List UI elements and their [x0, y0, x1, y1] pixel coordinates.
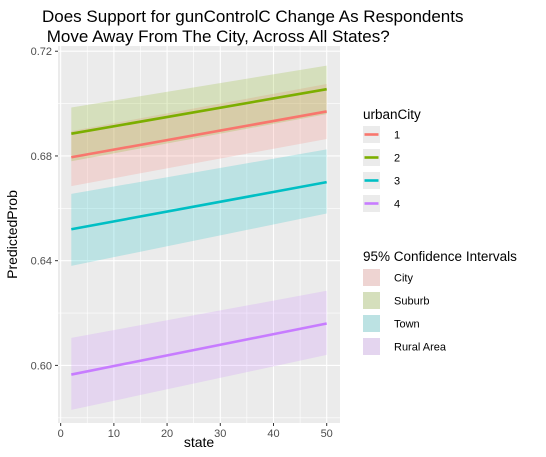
- legend-ribbon-key-bg-1: [363, 269, 380, 286]
- legend-lines-entries: 1 2 3 4: [363, 126, 400, 212]
- legend-ribbon-swatch-1: [363, 269, 380, 286]
- x-tick-label: 40: [267, 428, 279, 440]
- legend-ribbon-label-4: Rural Area: [394, 342, 447, 354]
- legend-ribbon-key-bg-3: [363, 315, 380, 332]
- axis-ticks: [55, 50, 328, 426]
- legend-ribbon-swatch-3: [363, 315, 380, 332]
- legend-ribbon-key-bg-4: [363, 338, 380, 355]
- legend-ribbon-label-1: City: [394, 273, 413, 285]
- x-tick-label: 50: [321, 428, 333, 440]
- line-series-2: [71, 87, 327, 135]
- grid-major: [58, 46, 340, 423]
- legend-line-label-1: 1: [394, 130, 400, 142]
- legend-ribbons-entries: City Suburb Town Rural Area: [363, 269, 447, 355]
- y-tick-label: 0.64: [31, 256, 52, 268]
- x-tick-label: 20: [161, 428, 173, 440]
- legend-ribbon-swatch-2: [363, 292, 380, 309]
- plot-panel: [58, 46, 340, 423]
- legend-ribbon-label-2: Suburb: [394, 296, 429, 308]
- y-tick-label: 0.72: [31, 46, 52, 58]
- legend-ribbon-label-3: Town: [394, 319, 420, 331]
- axis-tick-labels: 0 10 20 30 40 50 0.60 0.64 0.68 0.72: [31, 46, 333, 440]
- legend-line-label-3: 3: [394, 176, 400, 188]
- x-tick-label: 10: [108, 428, 120, 440]
- line-series-4: [71, 322, 327, 376]
- legend-ribbon-swatch-4: [363, 338, 380, 355]
- legend-ribbons-title: 95% Confidence Intervals: [363, 249, 517, 264]
- chart-title: Does Support for gunControlC Change As R…: [42, 7, 463, 46]
- x-tick-label: 0: [58, 428, 64, 440]
- legend-ribbon-key-bg-2: [363, 292, 380, 309]
- line-series-3: [71, 180, 327, 231]
- grid-minor: [58, 46, 340, 423]
- chart-title-line-2: Move Away From The City, Across All Stat…: [42, 27, 390, 46]
- chart-title-line-1: Does Support for gunControlC Change As R…: [42, 7, 463, 26]
- y-tick-label: 0.68: [31, 151, 52, 163]
- series-lines: [71, 87, 327, 376]
- line-series-1: [71, 110, 327, 159]
- x-tick-label: 30: [214, 428, 226, 440]
- y-axis-title: PredictedProb: [4, 190, 20, 279]
- x-axis-title: state: [184, 434, 215, 450]
- y-tick-label: 0.60: [31, 360, 52, 372]
- legend-line-label-2: 2: [394, 153, 400, 165]
- legend-line-label-4: 4: [394, 199, 400, 211]
- ribbon-series-3: [71, 149, 327, 266]
- legend-lines-title: urbanCity: [363, 107, 421, 122]
- ribbon-series-2: [71, 65, 327, 162]
